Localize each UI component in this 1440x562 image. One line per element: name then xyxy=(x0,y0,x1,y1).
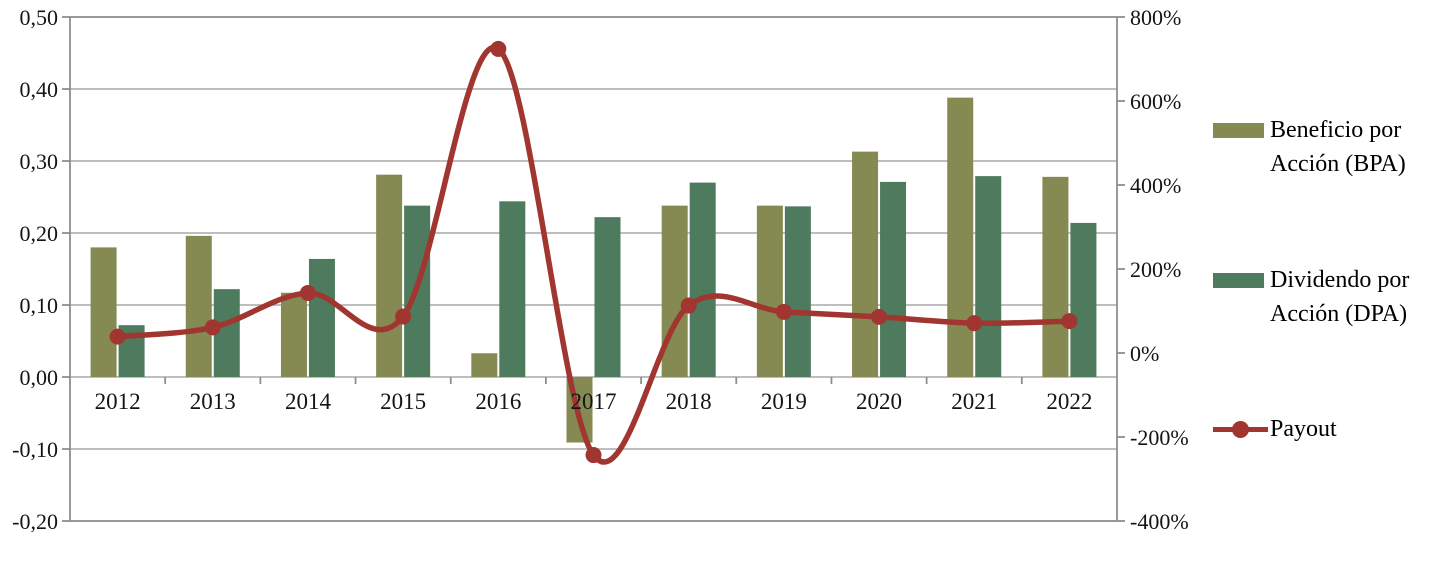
x-axis-label: 2015 xyxy=(380,389,426,414)
left-axis-label: 0,00 xyxy=(20,365,59,390)
x-axis-label: 2016 xyxy=(475,389,521,414)
legend-item-payout: Payout xyxy=(1213,412,1439,446)
x-axis-label: 2020 xyxy=(856,389,902,414)
bpa-bar xyxy=(471,353,498,377)
right-axis-label: 600% xyxy=(1130,89,1181,114)
bpa-bar xyxy=(947,97,974,377)
left-axis-label: 0,30 xyxy=(20,149,59,174)
x-axis-label: 2017 xyxy=(571,389,617,414)
legend-item-bpa: Beneficio por Acción (BPA) xyxy=(1213,113,1439,181)
bpa-bar xyxy=(661,205,688,377)
legend: Beneficio por Acción (BPA) Dividendo por… xyxy=(1213,0,1440,562)
legend-item-dpa: Dividendo por Acción (DPA) xyxy=(1213,263,1439,331)
x-axis-label: 2014 xyxy=(285,389,332,414)
bpa-legend-swatch-icon xyxy=(1213,123,1264,138)
right-axis-label: 200% xyxy=(1130,257,1181,282)
payout-marker xyxy=(775,303,792,320)
left-axis-label: 0,10 xyxy=(20,293,59,318)
x-axis-label: 2022 xyxy=(1046,389,1092,414)
right-axis-label: 800% xyxy=(1130,5,1181,30)
left-axis-label: 0,50 xyxy=(20,5,59,30)
right-axis-label: 0% xyxy=(1130,341,1159,366)
bpa-legend-label: Beneficio por Acción (BPA) xyxy=(1270,117,1406,177)
dpa-bar xyxy=(308,258,335,377)
payout-marker xyxy=(395,308,412,325)
bpa-bar xyxy=(280,292,307,377)
left-axis-label: -0,10 xyxy=(12,437,58,462)
payout-marker xyxy=(585,447,602,464)
bpa-bar xyxy=(1042,176,1069,377)
payout-legend-label: Payout xyxy=(1270,416,1337,442)
payout-marker xyxy=(966,315,983,332)
payout-legend-marker-icon xyxy=(1213,412,1268,446)
dpa-legend-swatch-icon xyxy=(1213,273,1264,288)
payout-marker xyxy=(490,40,507,57)
payout-marker xyxy=(1061,313,1078,330)
x-axis-label: 2013 xyxy=(190,389,236,414)
x-axis-label: 2012 xyxy=(95,389,141,414)
bpa-bar xyxy=(756,205,783,377)
bpa-bar xyxy=(185,235,212,377)
right-axis-label: -400% xyxy=(1130,509,1189,534)
dpa-legend-label: Dividendo por Acción (DPA) xyxy=(1270,267,1410,327)
payout-marker xyxy=(680,297,697,314)
x-axis-label: 2019 xyxy=(761,389,807,414)
dpa-bar xyxy=(1070,222,1097,377)
right-axis-label: -200% xyxy=(1130,425,1189,450)
dpa-bar xyxy=(880,181,907,377)
payout-marker xyxy=(109,328,126,345)
dpa-bar xyxy=(784,206,811,377)
bpa-bar xyxy=(376,174,403,377)
bpa-bar xyxy=(90,247,117,377)
payout-marker xyxy=(299,284,316,301)
dpa-bar xyxy=(689,182,716,377)
left-axis-label: 0,20 xyxy=(20,221,59,246)
dpa-bar xyxy=(499,201,526,377)
payout-marker xyxy=(204,319,221,336)
left-axis-label: -0,20 xyxy=(12,509,58,534)
x-axis-label: 2018 xyxy=(666,389,712,414)
right-axis-label: 400% xyxy=(1130,173,1181,198)
payout-marker xyxy=(871,308,888,325)
bpa-bar xyxy=(852,151,879,377)
left-axis-label: 0,40 xyxy=(20,77,59,102)
dpa-bar xyxy=(975,176,1002,377)
x-axis-label: 2021 xyxy=(951,389,997,414)
dpa-bar xyxy=(594,217,621,377)
